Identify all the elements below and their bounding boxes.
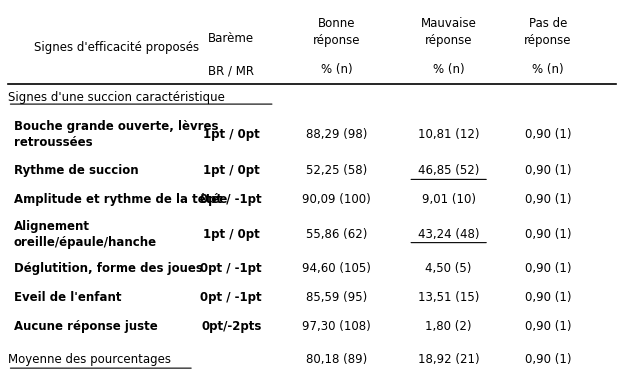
Text: 1pt / 0pt: 1pt / 0pt (203, 128, 260, 141)
Text: 1pt / 0pt: 1pt / 0pt (203, 164, 260, 178)
Text: 0,90 (1): 0,90 (1) (525, 164, 572, 178)
Text: 43,24 (48): 43,24 (48) (418, 228, 479, 241)
Text: 94,60 (105): 94,60 (105) (303, 262, 371, 275)
Text: 13,51 (15): 13,51 (15) (418, 291, 479, 304)
Text: 1pt / 0pt: 1pt / 0pt (203, 228, 260, 241)
Text: 0,90 (1): 0,90 (1) (525, 291, 572, 304)
Text: 85,59 (95): 85,59 (95) (306, 291, 368, 304)
Text: 97,30 (108): 97,30 (108) (303, 320, 371, 333)
Text: 55,86 (62): 55,86 (62) (306, 228, 368, 241)
Text: 0,90 (1): 0,90 (1) (525, 353, 572, 366)
Text: 0,90 (1): 0,90 (1) (525, 193, 572, 206)
Text: Aucune réponse juste: Aucune réponse juste (14, 320, 158, 333)
Text: 80,18 (89): 80,18 (89) (306, 353, 368, 366)
Text: 88,29 (98): 88,29 (98) (306, 128, 368, 141)
Text: 0pt / -1pt: 0pt / -1pt (200, 193, 262, 206)
Text: Mauvaise: Mauvaise (421, 17, 477, 30)
Text: réponse: réponse (313, 34, 361, 47)
Text: 0,90 (1): 0,90 (1) (525, 128, 572, 141)
Text: 1,80 (2): 1,80 (2) (426, 320, 472, 333)
Text: 0pt/-2pts: 0pt/-2pts (201, 320, 261, 333)
Text: Moyenne des pourcentages: Moyenne des pourcentages (7, 353, 170, 366)
Text: réponse: réponse (425, 34, 472, 47)
Text: % (n): % (n) (433, 63, 464, 76)
Text: 18,92 (21): 18,92 (21) (418, 353, 479, 366)
Text: 0,90 (1): 0,90 (1) (525, 320, 572, 333)
Text: Bonne: Bonne (318, 17, 356, 30)
Text: % (n): % (n) (532, 63, 564, 76)
Text: BR / MR: BR / MR (208, 64, 254, 78)
Text: 0pt / -1pt: 0pt / -1pt (200, 262, 262, 275)
Text: Alignement
oreille/épaule/hanche: Alignement oreille/épaule/hanche (14, 220, 157, 249)
Text: 90,09 (100): 90,09 (100) (303, 193, 371, 206)
Text: Rythme de succion: Rythme de succion (14, 164, 139, 178)
Text: 0,90 (1): 0,90 (1) (525, 228, 572, 241)
Text: Eveil de l'enfant: Eveil de l'enfant (14, 291, 121, 304)
Text: Signes d'efficacité proposés: Signes d'efficacité proposés (34, 41, 199, 54)
Text: 0pt / -1pt: 0pt / -1pt (200, 291, 262, 304)
Text: 0,90 (1): 0,90 (1) (525, 262, 572, 275)
Text: 4,50 (5): 4,50 (5) (426, 262, 472, 275)
Text: Pas de: Pas de (529, 17, 567, 30)
Text: Signes d'une succion caractéristique: Signes d'une succion caractéristique (7, 91, 225, 104)
Text: Déglutition, forme des joues: Déglutition, forme des joues (14, 262, 203, 275)
Text: % (n): % (n) (321, 63, 353, 76)
Text: 9,01 (10): 9,01 (10) (422, 193, 475, 206)
Text: Barème: Barème (208, 32, 255, 45)
Text: 10,81 (12): 10,81 (12) (418, 128, 479, 141)
Text: Amplitude et rythme de la tétée: Amplitude et rythme de la tétée (14, 193, 227, 206)
Text: 52,25 (58): 52,25 (58) (306, 164, 368, 178)
Text: Bouche grande ouverte, lèvres
retroussées: Bouche grande ouverte, lèvres retroussée… (14, 120, 218, 149)
Text: 46,85 (52): 46,85 (52) (418, 164, 479, 178)
Text: réponse: réponse (524, 34, 572, 47)
